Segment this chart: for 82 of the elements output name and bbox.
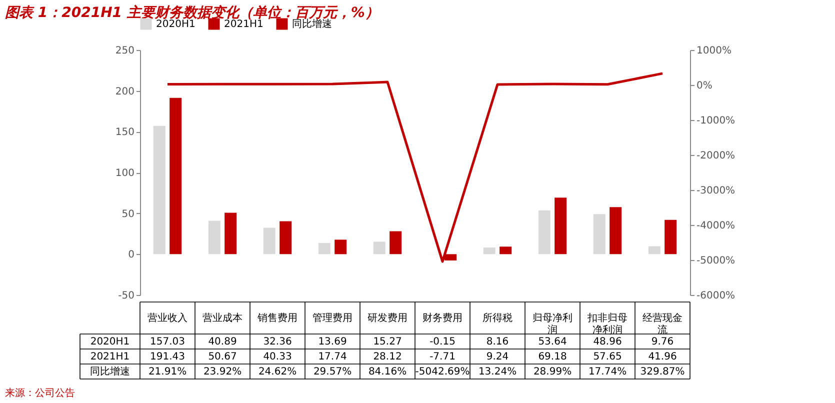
data-label: 17.74 (318, 352, 347, 362)
bar (334, 240, 347, 254)
data-label: 13.69 (318, 336, 347, 348)
x-tick-label: 营业收入 (148, 312, 188, 324)
data-label: 21.91% (148, 366, 187, 378)
data-label: 8.16 (486, 336, 509, 348)
data-label: -5042.69% (415, 366, 470, 378)
data-label: 24.62% (258, 366, 297, 378)
y-tick-label: 200 (115, 86, 134, 98)
legend-label: 2020H1 (156, 19, 196, 30)
y2-tick-label: -6000% (696, 290, 736, 302)
y2-tick-label: -3000% (696, 186, 736, 196)
x-tick-label: 扣非归母净利润 (586, 312, 628, 336)
data-label: 40.33 (263, 352, 292, 362)
y2-tick-label: 0% (696, 80, 712, 92)
y2-tick-label: -5000% (696, 256, 736, 266)
y2-tick-label: -2000% (696, 150, 736, 162)
data-label: 157.03 (150, 336, 185, 348)
legend-label: 2021H1 (224, 19, 264, 30)
data-label: 9.24 (486, 352, 509, 362)
bar (610, 207, 622, 254)
bar (538, 210, 550, 254)
bar (483, 248, 496, 254)
data-label: 28.12 (373, 352, 402, 362)
bar (280, 221, 292, 254)
data-label: 15.27 (373, 336, 402, 348)
bar (208, 220, 220, 254)
data-label: 50.67 (208, 352, 237, 362)
bar (554, 198, 567, 254)
data-label: 329.87% (640, 366, 685, 378)
data-label: 40.89 (208, 336, 237, 348)
bar (318, 242, 330, 254)
data-label: 29.57% (313, 366, 352, 378)
bar (224, 212, 237, 254)
x-tick-label: 经营现金流 (642, 312, 682, 336)
y-tick-label: 250 (115, 46, 134, 56)
text: 2021H1 (90, 352, 130, 362)
source-note: 来源：公司公告 (5, 387, 75, 399)
data-label: 84.16% (368, 366, 407, 378)
y-tick-label: 50 (122, 208, 134, 220)
x-tick-label: 营业成本 (202, 312, 242, 324)
data-label: 69.18 (538, 352, 567, 362)
data-label: 57.65 (593, 352, 622, 362)
y2-tick-label: -1000% (696, 116, 736, 126)
bar (648, 246, 660, 254)
data-label: 191.43 (150, 352, 185, 362)
data-label: 17.74% (588, 366, 627, 378)
y-tick-label: 100 (115, 168, 134, 179)
data-label: 23.92% (203, 366, 242, 378)
bar (444, 254, 457, 260)
x-tick-label: 研发费用 (368, 312, 408, 324)
bar (664, 220, 677, 254)
text: 同比增速 (90, 366, 130, 378)
data-label: 32.36 (263, 336, 292, 348)
bar (170, 98, 182, 254)
y-tick-label: 0 (128, 250, 134, 261)
x-tick-label: 所得税 (482, 312, 512, 324)
data-label: 41.96 (648, 352, 677, 362)
data-label: 48.96 (593, 336, 622, 348)
x-tick-label: 管理费用 (312, 312, 352, 324)
data-label: -7.71 (430, 352, 456, 362)
y2-tick-label: 1000% (696, 46, 732, 56)
y-tick-label: -50 (118, 290, 134, 302)
bar (263, 228, 276, 254)
text: 2020H1 (90, 336, 130, 348)
y2-tick-label: -4000% (696, 220, 736, 232)
bar (153, 126, 166, 254)
data-label: -0.15 (430, 336, 456, 348)
legend-label: 同比增速 (292, 18, 332, 30)
x-tick-label: 财务费用 (422, 312, 462, 324)
y-tick-label: 150 (115, 127, 134, 138)
line-series (166, 72, 664, 263)
bar (500, 246, 512, 254)
bar (390, 231, 402, 254)
x-tick-label: 归母净利润 (532, 312, 572, 336)
data-label: 53.64 (538, 336, 567, 348)
data-label: 9.76 (651, 336, 674, 348)
bar (593, 214, 606, 254)
x-tick-label: 销售费用 (256, 312, 298, 324)
bar (373, 242, 386, 254)
data-label: 13.24% (478, 366, 517, 378)
data-label: 28.99% (533, 366, 572, 378)
